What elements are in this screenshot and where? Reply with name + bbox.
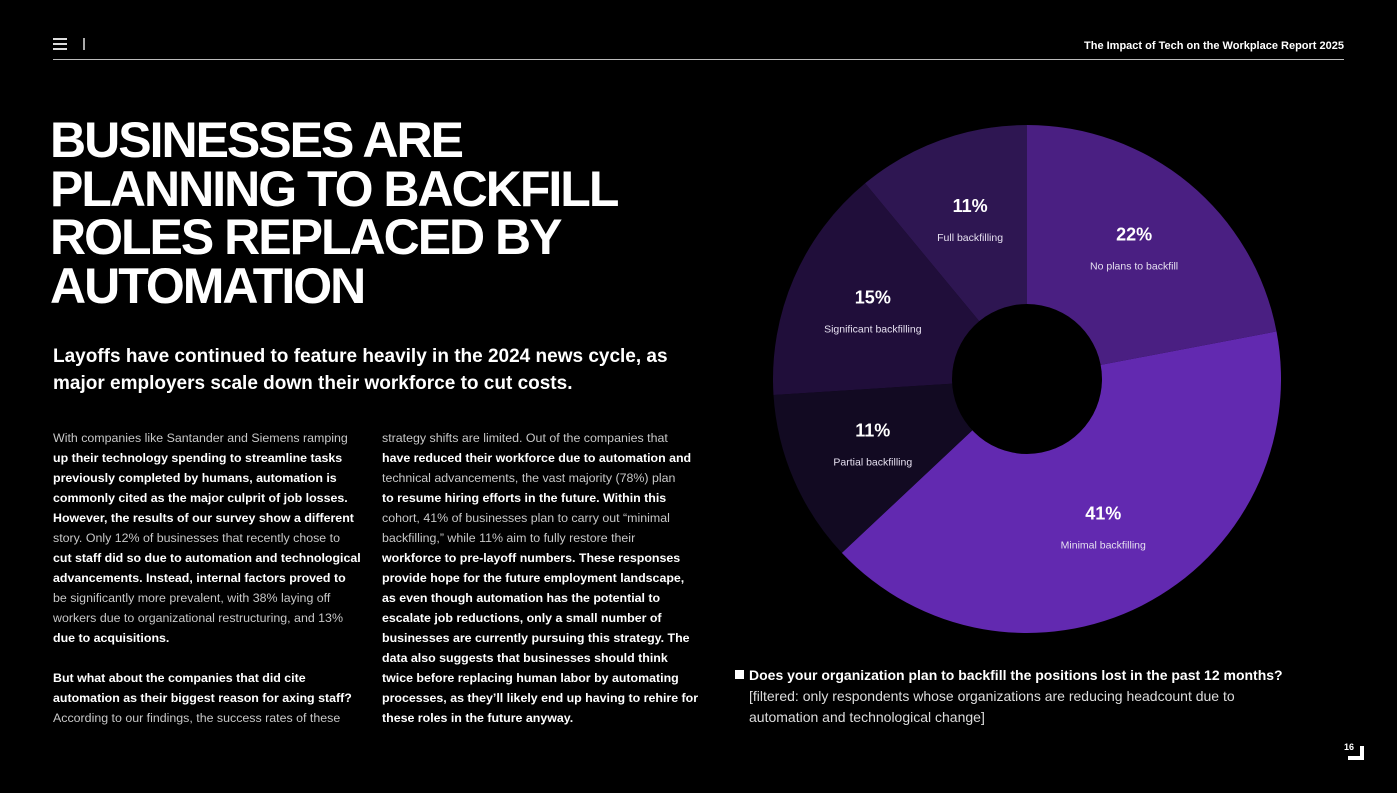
body-line: strategy shifts are limited. Out of the … — [382, 431, 668, 445]
body-line: processes, as they’ll likely end up havi… — [382, 691, 699, 705]
body-line: workers due to organizational restructur… — [53, 611, 343, 625]
body-line: workforce to pre-layoff numbers. These r… — [382, 551, 681, 565]
slice-minimal-backfilling — [841, 331, 1281, 633]
page-number: 16 — [1344, 742, 1355, 752]
chart-caption: Does your organization plan to backfill … — [735, 665, 1295, 728]
body-line: cohort, 41% of businesses plan to carry … — [382, 511, 670, 525]
body-line: have reduced their workforce due to auto… — [382, 451, 692, 465]
slice-value-label: 15% — [855, 287, 891, 307]
chart-filter-note: [filtered: only respondents whose organi… — [749, 688, 1235, 725]
slice-category-label: Full backfilling — [937, 232, 1003, 244]
body-line: as even though automation has the potent… — [382, 591, 661, 605]
body-column-2: strategy shifts are limited. Out of the … — [382, 428, 699, 728]
slice-category-label: No plans to backfill — [1090, 261, 1178, 273]
slice-category-label: Partial backfilling — [833, 457, 912, 469]
title-line: ROLES REPLACED BY — [50, 209, 563, 265]
body-line: these roles in the future anyway. — [382, 711, 574, 725]
body-line: With companies like Santander and Siemen… — [53, 431, 348, 445]
chart-question: Does your organization plan to backfill … — [749, 667, 1283, 683]
slice-value-label: 11% — [953, 196, 988, 216]
slice-value-label: 41% — [1085, 504, 1121, 524]
slice-category-label: Minimal backfilling — [1061, 540, 1146, 552]
body-line: advancements. Instead, internal factors … — [53, 571, 346, 585]
report-title: The Impact of Tech on the Workplace Repo… — [1084, 40, 1344, 52]
body-line: commonly cited as the major culprit of j… — [53, 491, 348, 505]
body-line: escalate job reductions, only a small nu… — [382, 611, 662, 625]
donut-hole — [952, 304, 1102, 454]
page-badge-shape — [1348, 746, 1364, 760]
body-line: backfilling,” while 11% aim to fully res… — [382, 531, 636, 545]
slice-no-plans-to-backfill — [1027, 125, 1277, 379]
page-number-badge: 16 — [1344, 742, 1364, 760]
body-line: cut staff did so due to automation and t… — [53, 551, 361, 565]
slice-value-label: 11% — [855, 421, 890, 441]
body-line: twice before replacing human labor by au… — [382, 671, 679, 685]
body-line: automation as their biggest reason for a… — [53, 691, 352, 705]
body-line: businesses are currently pursuing this s… — [382, 631, 690, 645]
menu-icon[interactable] — [53, 38, 67, 53]
bullet-square-icon — [735, 670, 744, 679]
body-line: technical advancements, the vast majorit… — [382, 471, 676, 485]
body-line: According to our findings, the success r… — [53, 711, 341, 725]
slice-value-label: 22% — [1116, 225, 1152, 245]
body-line: previously completed by humans, automati… — [53, 471, 337, 485]
body-line: data also suggests that businesses shoul… — [382, 651, 668, 665]
body-line: due to acquisitions. — [53, 631, 170, 645]
slice-category-label: Significant backfilling — [824, 323, 922, 335]
divider — [83, 38, 85, 50]
body-line: be significantly more prevalent, with 38… — [53, 591, 331, 605]
title-line: AUTOMATION — [50, 257, 366, 314]
body-line: to resume hiring efforts in the future. … — [382, 491, 667, 505]
body-line: However, the results of our survey show … — [53, 511, 354, 525]
page-title: BUSINESSES ARE PLANNING TO BACKFILL ROLE… — [50, 112, 730, 314]
slice-full-backfilling — [865, 125, 1027, 379]
title-line: PLANNING TO BACKFILL — [50, 160, 619, 217]
subtitle: Layoffs have continued to feature heavil… — [53, 346, 668, 394]
title-line: BUSINESSES ARE — [50, 112, 464, 168]
body-line: story. Only 12% of businesses that recen… — [53, 531, 340, 545]
slice-partial-backfilling — [773, 379, 1027, 553]
body-column-1: With companies like Santander and Siemen… — [53, 428, 363, 728]
header-rule — [53, 59, 1344, 60]
body-line: provide hope for the future employment l… — [382, 571, 685, 585]
body-line: up their technology spending to streamli… — [53, 451, 343, 465]
body-line: But what about the companies that did ci… — [53, 671, 306, 685]
